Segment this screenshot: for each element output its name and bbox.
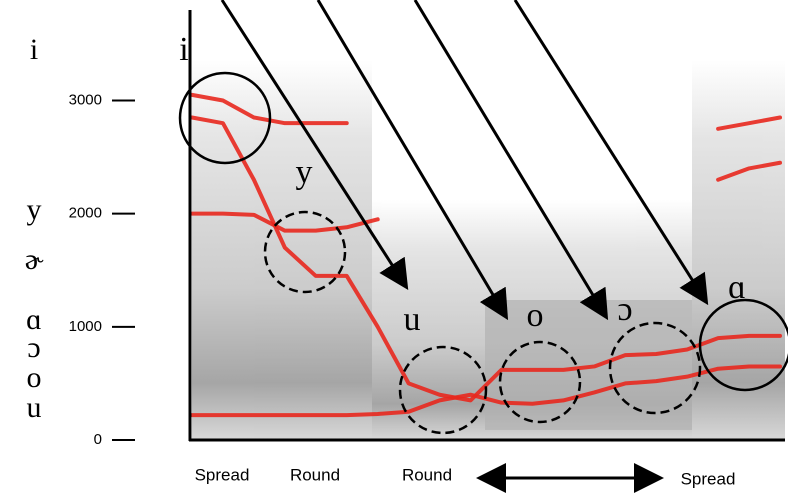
vowel-label: i xyxy=(179,31,188,68)
y-tick-label: 3000 xyxy=(69,91,102,108)
lip-label: Round xyxy=(402,465,452,484)
y-tick-label: 0 xyxy=(94,431,102,448)
formant-track xyxy=(190,211,380,233)
axis-vowel: ɚ xyxy=(25,243,44,276)
lip-label: Spread xyxy=(195,465,250,484)
y-tick-label: 1000 xyxy=(69,318,102,335)
y-tick-label: 2000 xyxy=(69,205,102,222)
formant-track xyxy=(716,115,782,131)
lip-label: Round xyxy=(290,465,340,484)
axis-vowel: ɔ xyxy=(27,331,40,364)
vowel-label: o xyxy=(527,297,544,334)
axis-vowel: u xyxy=(27,391,42,424)
formant-track xyxy=(716,160,782,182)
annotation-arrows xyxy=(220,0,709,321)
axis-vowel: ɑ xyxy=(26,303,42,336)
vowel-label: ɑ xyxy=(728,269,746,306)
axis-vowel: i xyxy=(30,33,38,66)
lip-label: Spread xyxy=(681,469,736,488)
vowel-label: y xyxy=(296,154,313,191)
axis-vowel: o xyxy=(27,361,42,394)
axis-vowel: y xyxy=(27,193,42,226)
formant-track xyxy=(190,115,782,403)
vowel-circles xyxy=(178,71,788,435)
vowel-label: u xyxy=(404,301,421,338)
vowel-label: ɔ xyxy=(617,291,632,328)
